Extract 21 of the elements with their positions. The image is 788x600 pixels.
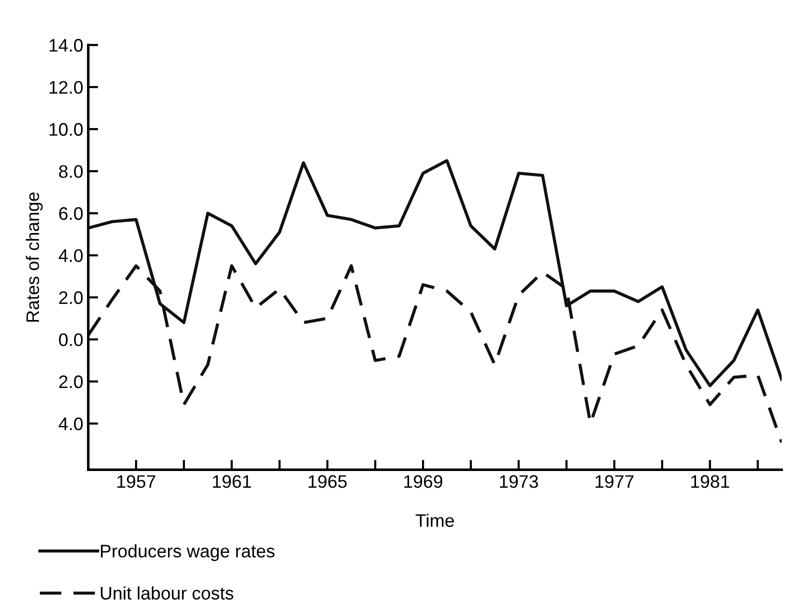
y-axis-title: Rates of change — [26, 192, 43, 322]
y-tick-label: 2.0 — [59, 291, 83, 304]
x-axis-title: Time — [416, 514, 454, 527]
y-tick-label: 10.0 — [50, 123, 83, 136]
x-tick-label: 1973 — [500, 475, 538, 488]
y-tick-label: 6.0 — [59, 207, 83, 220]
y-tick-label: 14.0 — [50, 38, 83, 52]
y-tick-label: 12.0 — [50, 80, 83, 94]
x-tick-label: 1969 — [404, 475, 442, 488]
x-tick-label: 1957 — [117, 475, 156, 488]
x-tick-label: 1965 — [308, 475, 347, 488]
x-tick-label: 1981 — [691, 475, 730, 488]
y-tick-label: 8.0 — [59, 165, 83, 178]
x-tick-label: 1977 — [596, 475, 634, 488]
y-tick-label: 2.0 — [59, 375, 83, 388]
y-tick-label: 4.0 — [58, 417, 83, 430]
legend-label: Producers wage rates — [100, 544, 274, 562]
x-tick-label: 1961 — [213, 475, 251, 488]
y-tick-label: 4.0 — [58, 249, 83, 262]
legend-label: Unit labour costs — [100, 586, 234, 600]
y-tick-label: 0.0 — [59, 333, 83, 346]
